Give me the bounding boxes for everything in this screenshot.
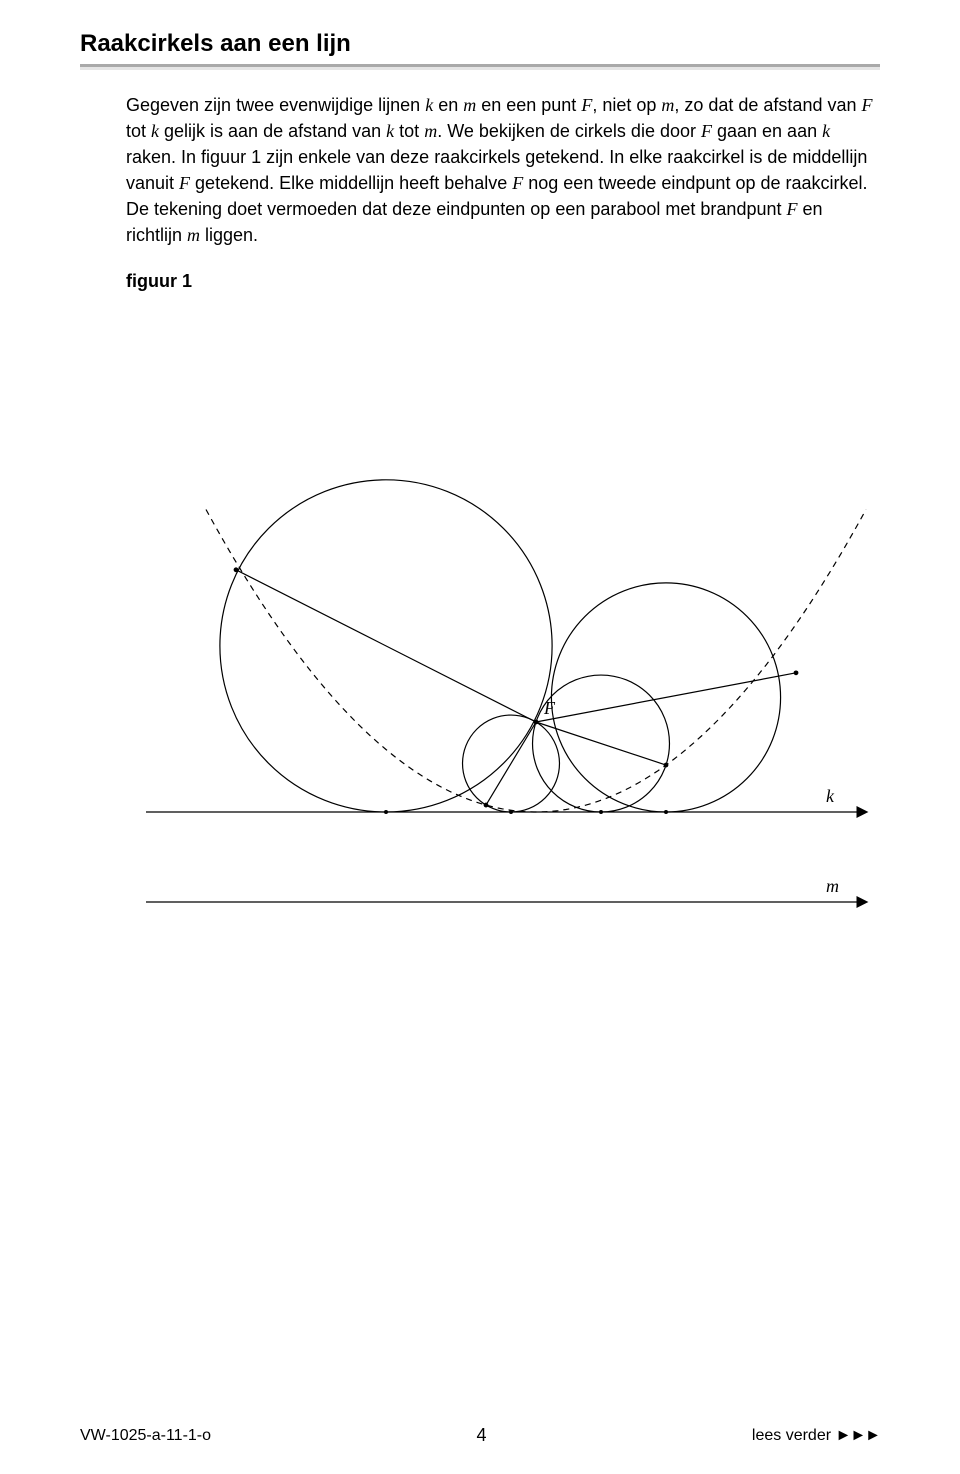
page-footer: VW-1025-a-11-1-o 4 lees verder ►►►	[80, 1425, 880, 1446]
text-run: gaan en aan	[712, 121, 822, 141]
text-run: tot	[126, 121, 151, 141]
sym-F: F	[581, 95, 592, 115]
page: Raakcirkels aan een lijn Gegeven zijn tw…	[0, 0, 960, 1474]
lees-text: lees verder	[752, 1427, 836, 1444]
sym-F: F	[862, 95, 873, 115]
svg-text:m: m	[826, 876, 839, 896]
text-run: en een punt	[476, 95, 581, 115]
text-run: liggen.	[200, 225, 258, 245]
sym-k: k	[425, 95, 433, 115]
sym-m: m	[187, 225, 200, 245]
text-run: en	[433, 95, 463, 115]
text-run: . We bekijken de cirkels die door	[437, 121, 701, 141]
sym-k: k	[151, 121, 159, 141]
header-rule	[80, 64, 880, 70]
sym-k: k	[386, 121, 394, 141]
text-run: , zo dat de afstand van	[674, 95, 861, 115]
svg-text:F: F	[543, 698, 556, 718]
page-title: Raakcirkels aan een lijn	[80, 30, 880, 58]
text-run: Gegeven zijn twee evenwijdige lijnen	[126, 95, 425, 115]
sym-F: F	[701, 121, 712, 141]
body-paragraph: Gegeven zijn twee evenwijdige lijnen k e…	[126, 92, 880, 249]
sym-F: F	[787, 199, 798, 219]
text-run: tot	[394, 121, 424, 141]
sym-F: F	[512, 173, 523, 193]
geometry-diagram: Fk m	[126, 302, 886, 942]
text-run: getekend. Elke middellijn heeft behalve	[190, 173, 512, 193]
figure-label: figuur 1	[126, 271, 880, 292]
sym-m: m	[661, 95, 674, 115]
lees-verder: lees verder ►►►	[752, 1427, 880, 1445]
page-number: 4	[476, 1425, 486, 1446]
sym-k: k	[822, 121, 830, 141]
sym-m: m	[463, 95, 476, 115]
svg-text:k: k	[826, 786, 835, 806]
sym-m: m	[424, 121, 437, 141]
text-run: , niet op	[592, 95, 661, 115]
figure-1: Fk m	[126, 302, 880, 942]
text-run: gelijk is aan de afstand van	[159, 121, 386, 141]
doc-id: VW-1025-a-11-1-o	[80, 1427, 211, 1445]
arrow-icons: ►►►	[835, 1427, 880, 1444]
sym-F: F	[179, 173, 190, 193]
